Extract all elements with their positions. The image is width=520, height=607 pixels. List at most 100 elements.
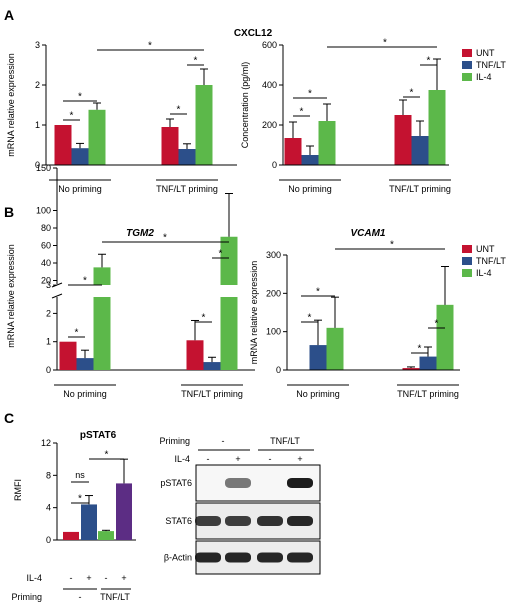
b1-y-tick-label: 3	[46, 280, 51, 290]
significance-star: *	[202, 313, 206, 324]
blot-il4-value: -	[269, 454, 272, 464]
significance-star: *	[78, 494, 82, 505]
legend-b-swatch-il4	[462, 269, 472, 277]
legend-a: UNT TNF/LT IL-4	[462, 48, 506, 82]
blot-band	[195, 552, 221, 563]
legend-b-swatch-tnf	[462, 257, 472, 265]
blot-priming-value: -	[222, 436, 225, 446]
c1-y-tick-label: 4	[46, 503, 51, 513]
significance-star: *	[418, 344, 422, 355]
c1-y-tick-label: 12	[41, 438, 51, 448]
legend-b-label-unt: UNT	[476, 244, 495, 254]
significance-star: *	[410, 88, 414, 99]
a2-group-label: No priming	[288, 184, 332, 194]
blot-band	[287, 516, 313, 526]
b1-y-axis-label: mRNA relative expression	[6, 244, 16, 348]
blot-band	[257, 552, 283, 563]
significance-star: *	[219, 249, 223, 260]
b2-chart-title: VCAM1	[350, 228, 385, 239]
b1-axis-break	[51, 284, 63, 297]
b2-y-tick-label: 100	[266, 327, 281, 337]
a2-y-tick-label: 200	[262, 120, 277, 130]
b1-group-label: No priming	[63, 389, 107, 399]
b2-y-axis-label: mRNA relative expression	[249, 261, 259, 365]
blot-band	[287, 478, 313, 488]
b1-bar-break	[92, 285, 112, 297]
c1-il4-value: +	[121, 573, 126, 583]
legend-b-label-tnf: TNF/LT	[476, 256, 506, 266]
legend-b-label-il4: IL-4	[476, 268, 492, 278]
a2-bar-unt-0	[284, 138, 302, 165]
a2-group-label: TNF/LT priming	[389, 184, 451, 194]
legend-a-swatch-unt	[462, 49, 472, 57]
legend-a-label-tnf: TNF/LT	[476, 60, 506, 70]
significance-star: *	[427, 56, 431, 67]
b1-y-tick-label: 2	[46, 308, 51, 318]
a1-bar-unt-1	[161, 127, 179, 165]
b2-bar-il4-0	[326, 327, 344, 370]
b2-y-tick-label: 200	[266, 288, 281, 298]
a1-bar-il4-1	[195, 85, 213, 165]
blot-band	[225, 478, 251, 488]
b1-bar-unt-1	[186, 340, 204, 370]
blot-il4-label: IL-4	[174, 454, 190, 464]
significance-star: *	[390, 240, 394, 251]
c1-bar-1	[81, 504, 97, 540]
a2-bar-il4-0	[318, 121, 336, 165]
b1-y-tick-label: 150	[36, 163, 51, 173]
a2-bar-tnf-1	[411, 136, 429, 165]
blot-priming-value: TNF/LT	[270, 436, 300, 446]
c1-ns-label: ns	[75, 470, 85, 480]
a1-y-tick-label: 3	[35, 40, 40, 50]
c1-row-label-priming: Priming	[11, 592, 42, 602]
b1-y-tick-label: 0	[46, 365, 51, 375]
legend-b-swatch-unt	[462, 245, 472, 253]
significance-star: *	[300, 107, 304, 118]
b1-chart-title: TGM2	[126, 228, 154, 239]
c1-y-tick-label: 0	[46, 535, 51, 545]
b1-bar-il4-1	[220, 236, 238, 370]
c1-bar-2	[98, 531, 114, 540]
b1-y-tick-label: 100	[36, 206, 51, 216]
significance-star: *	[105, 450, 109, 461]
blot-band	[225, 552, 251, 563]
significance-star: *	[78, 92, 82, 103]
significance-star: *	[308, 313, 312, 324]
blot-band	[195, 516, 221, 526]
significance-star: *	[83, 276, 87, 287]
legend-a-swatch-il4	[462, 73, 472, 81]
a2-y-tick-label: 600	[262, 40, 277, 50]
a2-y-axis-label: Concentration (pg/ml)	[240, 62, 250, 149]
a2-y-tick-label: 400	[262, 80, 277, 90]
b2-y-tick-label: 0	[276, 365, 281, 375]
panel-letter-a: A	[4, 7, 14, 23]
a1-y-tick-label: 1	[35, 120, 40, 130]
a1-y-axis-label: mRNA relative expression	[6, 53, 16, 157]
blot-row-label: β-Actin	[164, 553, 192, 563]
blot-band	[257, 516, 283, 526]
b1-bar-unt-0	[59, 341, 77, 370]
b1-y-tick-label: 20	[41, 276, 51, 286]
a1-bar-tnf-1	[178, 149, 196, 165]
blot-row-label: STAT6	[165, 516, 192, 526]
significance-star: *	[194, 56, 198, 67]
significance-star: *	[75, 328, 79, 339]
significance-star: *	[435, 319, 439, 330]
c1-bar-0	[63, 531, 79, 540]
c1-il4-value: -	[70, 573, 73, 583]
b1-bar-tnf-1	[203, 362, 221, 370]
panel-letter-b: B	[4, 204, 14, 220]
chart-b2-vcam1: 0 100 200 300 mRNA relative expression VCAM1 N…	[249, 228, 460, 399]
a1-y-tick-label: 0	[35, 160, 40, 170]
b1-y-tick-label: 1	[46, 337, 51, 347]
significance-star: *	[148, 41, 152, 52]
b1-y-tick-label: 80	[41, 223, 51, 233]
a1-bar-tnf-0	[71, 148, 89, 165]
c1-il4-value: +	[86, 573, 91, 583]
b2-group-label: TNF/LT priming	[397, 389, 459, 399]
b1-bar-il4-0	[93, 267, 111, 370]
a1-group-label: No priming	[58, 184, 102, 194]
b2-group-label: No priming	[296, 389, 340, 399]
b1-group-label: TNF/LT priming	[181, 389, 243, 399]
